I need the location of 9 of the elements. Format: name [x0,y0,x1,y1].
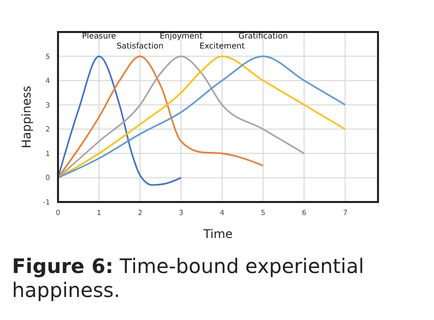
text: Enjoyment [160,31,203,40]
text: Figure 6: Time-bound experiential happiness. [11,254,366,302]
x-axis-title: Time [202,227,233,241]
series-label: Excitement [199,41,245,50]
text: Gratification [238,31,288,40]
line-series [58,55,182,186]
text: Pleasure [82,31,116,40]
series-label: Satisfaction [116,41,164,50]
y-axis-title: Happiness [19,86,34,148]
